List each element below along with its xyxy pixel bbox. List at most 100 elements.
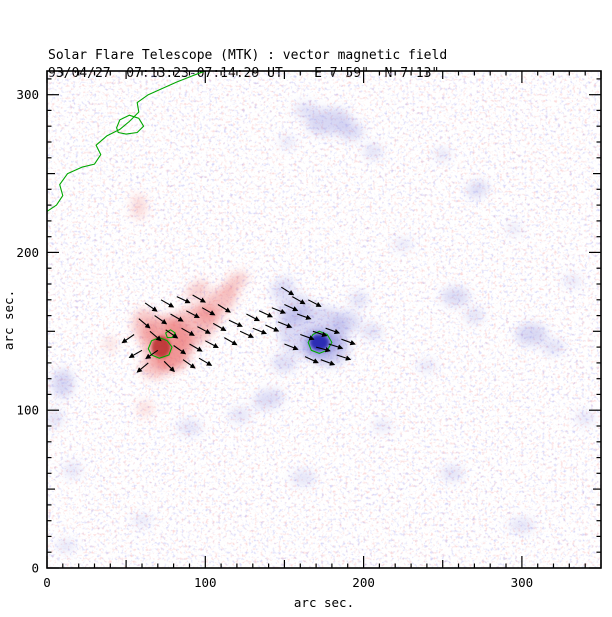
field-region: [137, 400, 154, 417]
field-region: [360, 323, 383, 340]
vector-arrow: [136, 362, 149, 373]
field-region: [104, 336, 117, 352]
x-tick-label: 200: [352, 575, 375, 590]
vector-arrow: [201, 307, 216, 316]
field-region: [393, 238, 413, 251]
vector-arrow: [284, 304, 299, 312]
vector-arrow: [138, 318, 151, 329]
y-tick-label: 300: [16, 87, 39, 102]
field-region: [290, 470, 317, 486]
vector-arrow: [189, 343, 203, 352]
field-region: [186, 280, 209, 301]
contour-line: [147, 337, 173, 359]
vector-arrow: [296, 313, 312, 320]
vector-arrow: [165, 329, 179, 339]
field-region: [132, 309, 158, 341]
vector-arrow: [212, 322, 227, 332]
vector-arrow: [300, 333, 315, 341]
vector-arrow: [325, 327, 341, 335]
field-region: [466, 180, 489, 198]
plot-title: Solar Flare Telescope (MTK) : vector mag…: [48, 48, 447, 63]
vector-arrow: [163, 360, 175, 373]
field-region: [223, 271, 248, 294]
vector-arrow: [307, 299, 322, 307]
vector-arrow: [128, 349, 143, 358]
field-region: [132, 514, 152, 527]
field-region: [51, 369, 74, 398]
vector-arrow: [121, 334, 135, 344]
vector-arrow: [186, 310, 200, 319]
contour-line: [116, 114, 145, 135]
vector-arrow: [265, 324, 280, 332]
vector-arrow: [160, 299, 175, 308]
x-tick-label: 300: [511, 575, 534, 590]
vector-arrow: [258, 310, 273, 318]
vector-arrow: [173, 345, 187, 355]
field-region: [151, 336, 171, 359]
vector-arrow: [315, 346, 331, 353]
vector-arrow: [149, 330, 162, 342]
field-region: [62, 462, 82, 479]
vector-arrow: [176, 296, 191, 304]
field-region: [253, 389, 285, 410]
field-region: [417, 359, 437, 373]
field-region: [563, 274, 582, 288]
field-region: [363, 143, 383, 160]
field-region: [434, 148, 451, 161]
y-axis-label: arc sec.: [1, 290, 16, 350]
field-region: [515, 323, 548, 346]
plot-content: [47, 71, 601, 568]
field-region: [130, 194, 147, 220]
field-region: [338, 121, 364, 141]
field-region: [373, 419, 393, 433]
field-region: [332, 310, 361, 333]
field-region: [196, 286, 237, 323]
vector-arrow: [277, 321, 293, 329]
contour-line: [47, 71, 206, 212]
field-region: [349, 291, 369, 308]
y-tick-label: 200: [16, 245, 39, 260]
vector-arrows: [121, 286, 356, 373]
vector-arrow: [154, 315, 168, 325]
vector-arrow: [246, 313, 260, 322]
field-region: [47, 408, 63, 428]
vector-arrow: [205, 340, 219, 349]
x-tick-label: 100: [194, 575, 217, 590]
field-region: [229, 407, 252, 423]
plot-frame: [46, 70, 602, 569]
vector-arrow: [328, 343, 344, 350]
vector-arrow: [197, 326, 211, 334]
vector-arrow: [252, 327, 268, 335]
vector-arrow: [217, 304, 231, 313]
x-axis-label: arc sec.: [294, 595, 354, 610]
vector-arrow: [181, 327, 195, 336]
field-region: [56, 539, 76, 553]
vector-arrow: [304, 356, 319, 364]
vector-arrow: [198, 357, 213, 366]
contour-line: [307, 330, 333, 354]
field-region: [509, 517, 535, 534]
field-region: [176, 419, 203, 436]
vector-arrow: [336, 354, 352, 361]
vector-arrow: [192, 294, 206, 303]
vector-arrow: [228, 319, 243, 327]
vector-arrow: [312, 330, 328, 337]
vector-arrow: [271, 307, 287, 314]
x-tick-label: 0: [43, 575, 51, 590]
field-region: [441, 287, 470, 307]
vector-arrow: [281, 286, 295, 296]
field-region: [575, 410, 595, 426]
field-region: [542, 339, 565, 355]
vector-arrow: [170, 313, 184, 322]
vector-arrow: [292, 296, 306, 305]
field-region: [464, 307, 484, 324]
field-region: [279, 135, 296, 149]
field-region: [506, 222, 522, 236]
field-region: [271, 353, 298, 373]
field-region: [293, 102, 320, 119]
vector-arrow: [341, 338, 356, 346]
vector-arrow: [239, 330, 254, 338]
vector-arrow: [284, 343, 299, 351]
